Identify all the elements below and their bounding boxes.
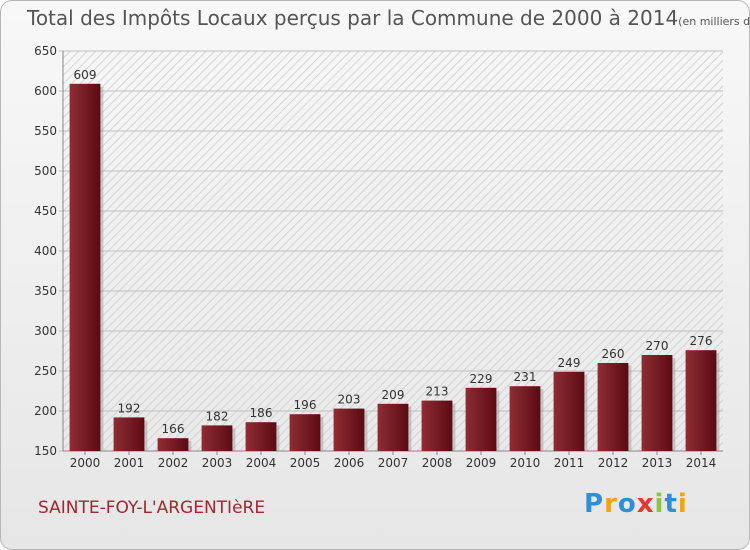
logo-letter: P [584, 489, 605, 519]
bar [245, 422, 277, 451]
logo-letter: x [636, 489, 655, 519]
bar [641, 355, 673, 451]
y-tick-label: 150 [34, 444, 57, 458]
bar [465, 387, 497, 451]
bar-value-label: 192 [118, 401, 141, 415]
bar-value-label: 231 [514, 370, 537, 384]
x-tick-label: 2011 [554, 456, 585, 470]
bar [113, 417, 145, 451]
x-tick-label: 2009 [466, 456, 497, 470]
bar-value-label: 609 [74, 68, 97, 82]
bar-value-label: 166 [162, 422, 185, 436]
x-tick-label: 2002 [158, 456, 189, 470]
x-tick-label: 2005 [290, 456, 321, 470]
bar [201, 425, 233, 451]
logo-letter: i [654, 489, 665, 519]
logo-letter: r [604, 489, 618, 519]
y-tick-label: 200 [34, 404, 57, 418]
bar-value-label: 203 [338, 393, 361, 407]
y-tick-label: 350 [34, 284, 57, 298]
bar [377, 403, 409, 451]
y-tick-label: 600 [34, 84, 57, 98]
bar [69, 83, 101, 452]
bar [289, 414, 321, 451]
chart-title-unit: (en milliers d'€) [678, 15, 750, 28]
bar-value-label: 182 [206, 409, 229, 423]
logo-letter: t [664, 489, 678, 519]
bar [421, 400, 453, 451]
bar-value-label: 249 [558, 356, 581, 370]
bar-value-label: 186 [250, 406, 273, 420]
bar [685, 350, 717, 451]
bar-value-label: 229 [470, 372, 493, 386]
x-tick-label: 2014 [686, 456, 717, 470]
bar-value-label: 270 [646, 339, 669, 353]
x-tick-label: 2010 [510, 456, 541, 470]
x-tick-label: 2001 [114, 456, 145, 470]
grid-layer [59, 50, 723, 455]
commune-name: SAINTE-FOY-L'ARGENTIèRE [38, 498, 266, 518]
y-tick-label: 300 [34, 324, 57, 338]
bars-layer [69, 83, 720, 452]
bar [597, 363, 629, 451]
x-tick-label: 2013 [642, 456, 673, 470]
labels-layer: 150 200 250 300 350 400 450 500 550 600 650 609 2000… [34, 44, 716, 470]
bar-value-label: 213 [426, 385, 449, 399]
bar [157, 438, 189, 451]
x-tick-label: 2004 [246, 456, 277, 470]
x-tick-label: 2003 [202, 456, 233, 470]
logo-letter: o [617, 489, 637, 519]
chart-title: Total des Impôts Locaux perçus par la Co… [27, 6, 750, 30]
bar-value-label: 209 [382, 388, 405, 402]
x-tick-label: 2000 [70, 456, 101, 470]
y-tick-label: 550 [34, 124, 57, 138]
x-tick-label: 2006 [334, 456, 365, 470]
bar-value-label: 276 [690, 334, 713, 348]
proxiti-logo[interactable]: Proxiti [584, 489, 688, 519]
logo-letter: i [677, 489, 688, 519]
bar [509, 386, 541, 451]
x-tick-label: 2007 [378, 456, 409, 470]
chart-title-main: Total des Impôts Locaux perçus par la Co… [27, 6, 679, 30]
y-tick-label: 250 [34, 364, 57, 378]
bar-value-label: 196 [294, 398, 317, 412]
y-tick-label: 650 [34, 44, 57, 58]
y-tick-label: 400 [34, 244, 57, 258]
bar [553, 371, 585, 451]
x-tick-label: 2008 [422, 456, 453, 470]
y-tick-label: 500 [34, 164, 57, 178]
x-tick-label: 2012 [598, 456, 629, 470]
bar-value-label: 260 [602, 347, 625, 361]
bar [333, 408, 365, 451]
y-tick-label: 450 [34, 204, 57, 218]
